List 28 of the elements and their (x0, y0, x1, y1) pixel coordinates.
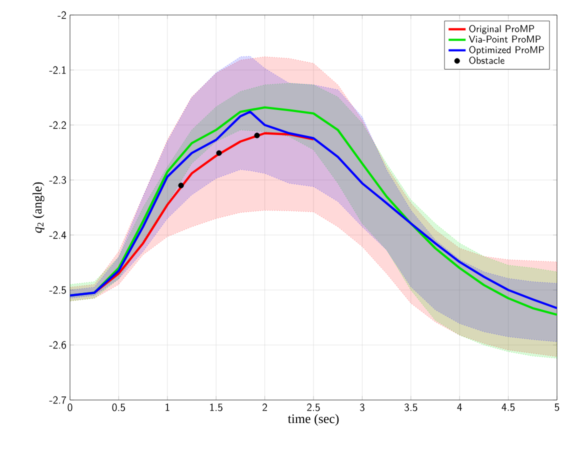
legend-label: Obstacle (469, 56, 504, 64)
x-tick-label: 5 (554, 404, 560, 411)
x-tick-label: 1.5 (210, 404, 222, 412)
legend-label: Via-Point ProMP (468, 36, 541, 43)
x-tick-label: 0 (68, 404, 72, 412)
x-tick-label: 2.5 (307, 404, 320, 412)
y-tick-label: -2.5 (49, 286, 66, 294)
x-tick-label: 2 (262, 404, 267, 411)
x-tick-label: 4.5 (502, 404, 515, 411)
y-tick-label: -2 (58, 11, 66, 19)
x-tick-label: 3.5 (404, 404, 418, 412)
point (178, 182, 184, 188)
legend-label: Optimized ProMP (469, 46, 544, 56)
y-tick-label: -2.6 (49, 341, 66, 349)
y-tick-label: -2.1 (49, 66, 66, 74)
legend-label: Original ProMP (469, 24, 534, 34)
x-tick-label: 4 (457, 404, 462, 411)
y-tick-label: -2.7 (49, 396, 66, 404)
x-tick-label: 3 (360, 404, 364, 412)
y-tick-label: -2.2 (49, 121, 66, 129)
x-tick-label: 1 (166, 404, 170, 411)
point (216, 150, 222, 156)
y-axis-title: q$_{2}$ (angle) (32, 182, 44, 233)
y-tick-label: -2.4 (49, 231, 66, 239)
x-axis-title: time (sec) (288, 414, 339, 426)
point (254, 132, 260, 138)
x-tick-label: 0.5 (112, 404, 126, 412)
y-tick-label: -2.3 (49, 176, 66, 184)
